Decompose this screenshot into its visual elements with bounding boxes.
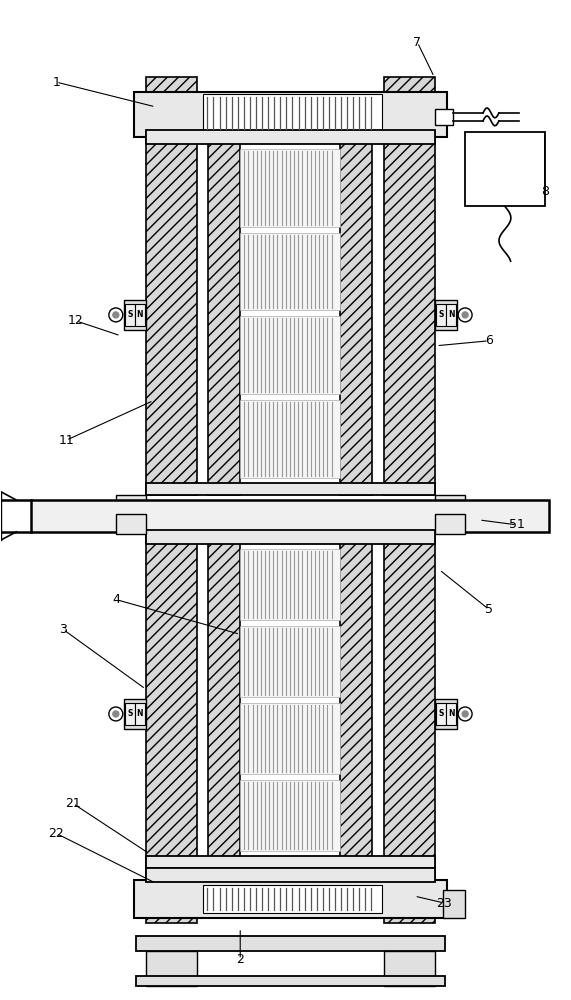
Text: S: S xyxy=(127,310,132,319)
Bar xyxy=(203,885,381,913)
Bar xyxy=(446,703,456,725)
Bar xyxy=(384,868,435,923)
Bar xyxy=(340,132,372,495)
Circle shape xyxy=(113,312,119,318)
Text: 3: 3 xyxy=(59,623,67,636)
Bar xyxy=(146,130,435,144)
Bar xyxy=(125,703,135,725)
Text: 23: 23 xyxy=(436,897,452,910)
Bar xyxy=(240,149,340,227)
Bar xyxy=(435,300,457,330)
Bar xyxy=(134,880,447,918)
Bar xyxy=(146,77,198,132)
Bar xyxy=(116,495,146,513)
Bar xyxy=(146,532,198,868)
Bar xyxy=(135,304,144,326)
Bar xyxy=(240,780,340,851)
Text: 5: 5 xyxy=(485,603,493,616)
Bar xyxy=(240,549,340,620)
Text: 8: 8 xyxy=(541,185,549,198)
Bar xyxy=(240,233,340,310)
Bar xyxy=(435,699,457,729)
Bar xyxy=(443,890,465,918)
Bar xyxy=(465,132,545,206)
Bar xyxy=(146,868,198,923)
Bar xyxy=(208,132,240,495)
Bar xyxy=(240,703,340,774)
Bar xyxy=(384,951,435,986)
Circle shape xyxy=(462,711,468,717)
Bar xyxy=(384,532,435,868)
Bar xyxy=(136,936,445,951)
Text: 11: 11 xyxy=(58,434,74,447)
Bar xyxy=(208,532,240,868)
Bar xyxy=(240,626,340,697)
Bar xyxy=(446,304,456,326)
Bar xyxy=(384,132,435,495)
Text: 4: 4 xyxy=(112,593,120,606)
Bar xyxy=(203,94,381,132)
Text: S: S xyxy=(127,709,132,718)
Bar xyxy=(146,856,435,868)
Bar xyxy=(136,976,445,986)
Bar xyxy=(125,304,135,326)
Bar xyxy=(146,951,198,986)
Text: 51: 51 xyxy=(509,518,525,531)
Text: 21: 21 xyxy=(65,797,81,810)
Bar xyxy=(240,316,340,394)
Bar xyxy=(436,703,446,725)
Text: S: S xyxy=(439,709,444,718)
Text: 12: 12 xyxy=(68,314,84,327)
Text: 6: 6 xyxy=(485,334,493,347)
Bar xyxy=(135,703,144,725)
Text: 7: 7 xyxy=(413,36,421,49)
Text: N: N xyxy=(448,310,455,319)
Circle shape xyxy=(113,711,119,717)
Bar xyxy=(435,109,453,125)
Bar xyxy=(116,514,146,534)
Text: N: N xyxy=(448,709,455,718)
Bar xyxy=(146,530,435,544)
Bar xyxy=(31,500,549,532)
Bar xyxy=(146,868,435,882)
Bar xyxy=(124,699,146,729)
Text: 22: 22 xyxy=(48,827,64,840)
Bar xyxy=(146,132,198,495)
Text: N: N xyxy=(136,709,143,718)
Bar xyxy=(134,92,447,137)
Bar xyxy=(146,483,435,495)
Text: S: S xyxy=(439,310,444,319)
Bar xyxy=(240,400,340,478)
Bar xyxy=(384,77,435,132)
Bar xyxy=(436,304,446,326)
Text: 2: 2 xyxy=(236,953,244,966)
Bar xyxy=(340,532,372,868)
Bar xyxy=(435,514,465,534)
Bar xyxy=(435,495,465,513)
Text: 1: 1 xyxy=(52,76,60,89)
Bar xyxy=(124,300,146,330)
Text: N: N xyxy=(136,310,143,319)
Circle shape xyxy=(462,312,468,318)
